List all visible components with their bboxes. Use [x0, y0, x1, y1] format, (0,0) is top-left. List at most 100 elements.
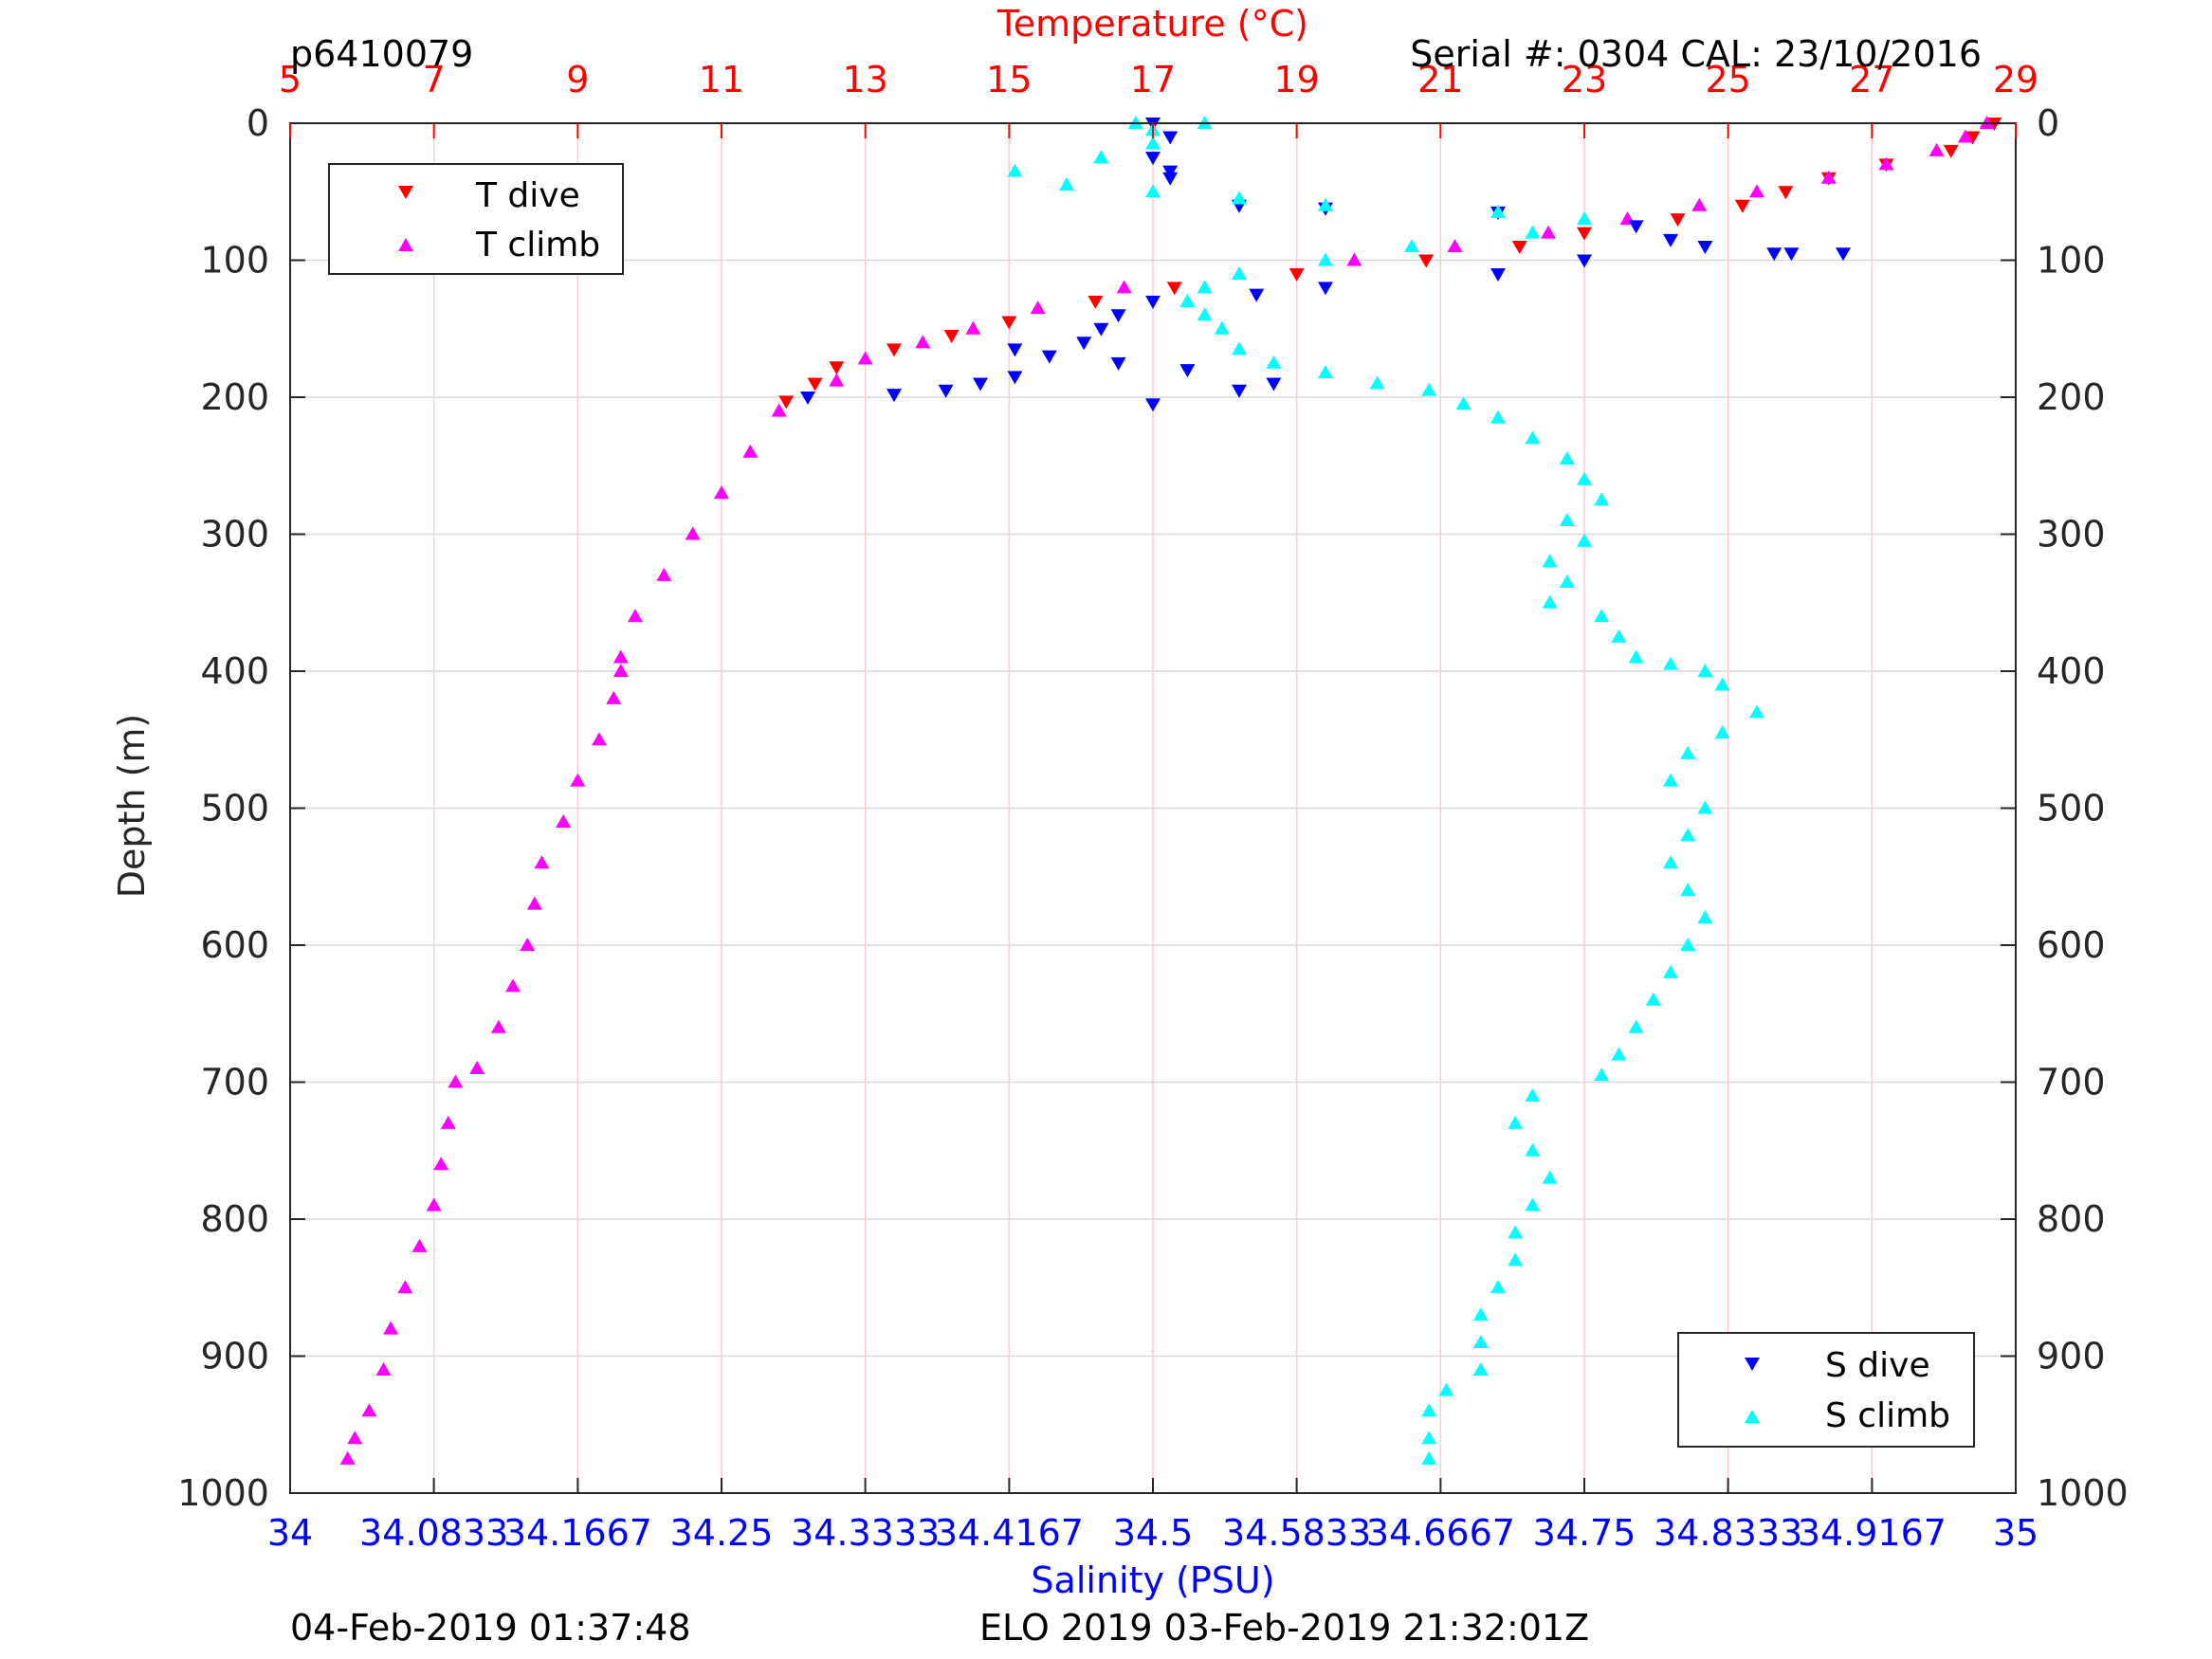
data-point-s-climb — [1525, 430, 1541, 445]
data-points — [339, 116, 2002, 1465]
temperature-axis-label: Temperature (°C) — [996, 3, 1308, 45]
data-point-t-climb — [526, 896, 542, 910]
data-point-t-climb — [965, 320, 981, 335]
data-point-t-climb — [915, 335, 931, 349]
data-point-t-dive — [1943, 144, 1959, 158]
data-point-t-climb — [1541, 225, 1557, 239]
data-point-s-climb — [1472, 1335, 1489, 1349]
data-point-s-climb — [1197, 280, 1213, 294]
data-point-s-climb — [1508, 1115, 1524, 1129]
depth-axis-label: Depth (m) — [111, 714, 153, 899]
data-point-t-climb — [1749, 184, 1764, 198]
depth-tick-label-right: 800 — [2037, 1198, 2106, 1240]
data-point-t-dive — [1511, 241, 1527, 255]
data-point-s-climb — [1628, 1019, 1644, 1033]
temperature-tick-label: 17 — [1130, 59, 1176, 100]
data-point-t-climb — [742, 444, 759, 458]
data-point-s-climb — [1421, 1431, 1437, 1445]
data-point-s-climb — [1559, 574, 1575, 589]
data-point-t-climb — [771, 403, 787, 417]
chart-grid — [289, 122, 2017, 1494]
data-point-s-climb — [1697, 910, 1713, 924]
data-point-s-climb — [1749, 704, 1764, 719]
legend-marker-t-dive — [398, 186, 413, 199]
data-point-s-dive — [1697, 241, 1713, 255]
data-point-t-climb — [612, 664, 629, 677]
data-point-s-climb — [1525, 1142, 1541, 1157]
data-point-t-dive — [1778, 186, 1794, 200]
footer-mission-text: ELO 2019 03-Feb-2019 21:32:01Z — [979, 1607, 1589, 1649]
data-point-t-dive — [1001, 316, 1017, 330]
depth-tick-label-left: 400 — [200, 650, 269, 692]
data-point-s-climb — [1369, 375, 1385, 390]
data-point-s-climb — [1404, 239, 1419, 253]
data-point-s-climb — [1438, 1382, 1454, 1396]
data-point-t-climb — [606, 690, 622, 704]
data-point-t-climb — [1820, 170, 1837, 184]
data-point-t-dive — [887, 343, 902, 357]
data-point-s-climb — [1559, 513, 1575, 527]
data-point-t-climb — [1346, 252, 1362, 266]
data-point-s-climb — [1611, 629, 1627, 643]
data-point-s-climb — [1663, 855, 1678, 869]
data-point-t-climb — [520, 938, 536, 951]
temperature-tick-label: 23 — [1562, 59, 1607, 100]
data-point-t-climb — [534, 855, 550, 869]
depth-tick-label-right: 0 — [2037, 102, 2059, 144]
data-point-s-dive — [1145, 398, 1161, 412]
data-point-s-dive — [1145, 152, 1161, 166]
header-right-text: Serial #: 0304 CAL: 23/10/2016 — [1410, 33, 1982, 75]
data-point-s-climb — [1214, 320, 1230, 335]
depth-tick-label-right: 400 — [2037, 650, 2106, 692]
data-point-s-dive — [1663, 233, 1678, 247]
data-point-s-climb — [1663, 773, 1678, 787]
data-point-s-dive — [887, 389, 902, 403]
salinity-tick-label: 34.1667 — [503, 1512, 652, 1554]
salinity-tick-label: 34.4167 — [935, 1512, 1084, 1554]
data-point-s-climb — [1472, 1307, 1489, 1322]
data-point-s-climb — [1059, 177, 1074, 191]
data-point-s-dive — [1232, 384, 1247, 398]
data-point-s-climb — [1577, 471, 1592, 485]
data-point-t-climb — [397, 1280, 413, 1294]
temperature-tick-label: 21 — [1417, 59, 1463, 100]
data-point-s-climb — [1542, 594, 1558, 609]
data-point-t-climb — [612, 649, 629, 664]
data-point-s-climb — [1490, 1280, 1506, 1294]
temperature-tick-label: 19 — [1273, 59, 1319, 100]
data-point-t-climb — [1957, 129, 1973, 143]
temperature-tick-label: 27 — [1849, 59, 1894, 100]
data-point-s-dive — [1076, 337, 1092, 351]
temperature-tick-label: 29 — [1993, 59, 2038, 100]
data-point-t-climb — [1878, 156, 1894, 171]
data-point-t-dive — [1088, 295, 1104, 309]
data-point-s-dive — [1628, 220, 1644, 234]
legend-label-s-climb: S climb — [1825, 1396, 1950, 1435]
data-point-s-dive — [1249, 288, 1265, 302]
data-point-t-climb — [592, 732, 608, 746]
data-point-s-climb — [1318, 197, 1333, 211]
data-point-s-climb — [1542, 1170, 1558, 1184]
depth-tick-label-left: 700 — [200, 1062, 269, 1103]
data-point-s-dive — [938, 384, 954, 398]
data-point-s-dive — [1577, 254, 1592, 268]
temperature-legend-box — [328, 163, 624, 275]
depth-tick-label-right: 100 — [2037, 240, 2106, 282]
data-point-s-dive — [1766, 247, 1782, 262]
data-point-s-climb — [1714, 677, 1730, 691]
data-point-s-climb — [1697, 664, 1713, 677]
data-point-t-dive — [1965, 131, 1981, 145]
data-point-s-dive — [1041, 350, 1057, 364]
data-point-t-climb — [1030, 301, 1046, 315]
data-point-s-dive — [1093, 322, 1109, 337]
data-point-s-dive — [1490, 267, 1506, 282]
data-point-t-climb — [1691, 197, 1708, 211]
salinity-legend-box — [1677, 1332, 1975, 1448]
data-point-t-climb — [448, 1074, 464, 1088]
data-point-s-dive — [1836, 247, 1851, 262]
data-point-s-climb — [1421, 1450, 1437, 1465]
data-point-s-climb — [1697, 800, 1713, 814]
data-point-s-climb — [1197, 307, 1213, 321]
depth-tick-label-right: 1000 — [2037, 1472, 2129, 1514]
